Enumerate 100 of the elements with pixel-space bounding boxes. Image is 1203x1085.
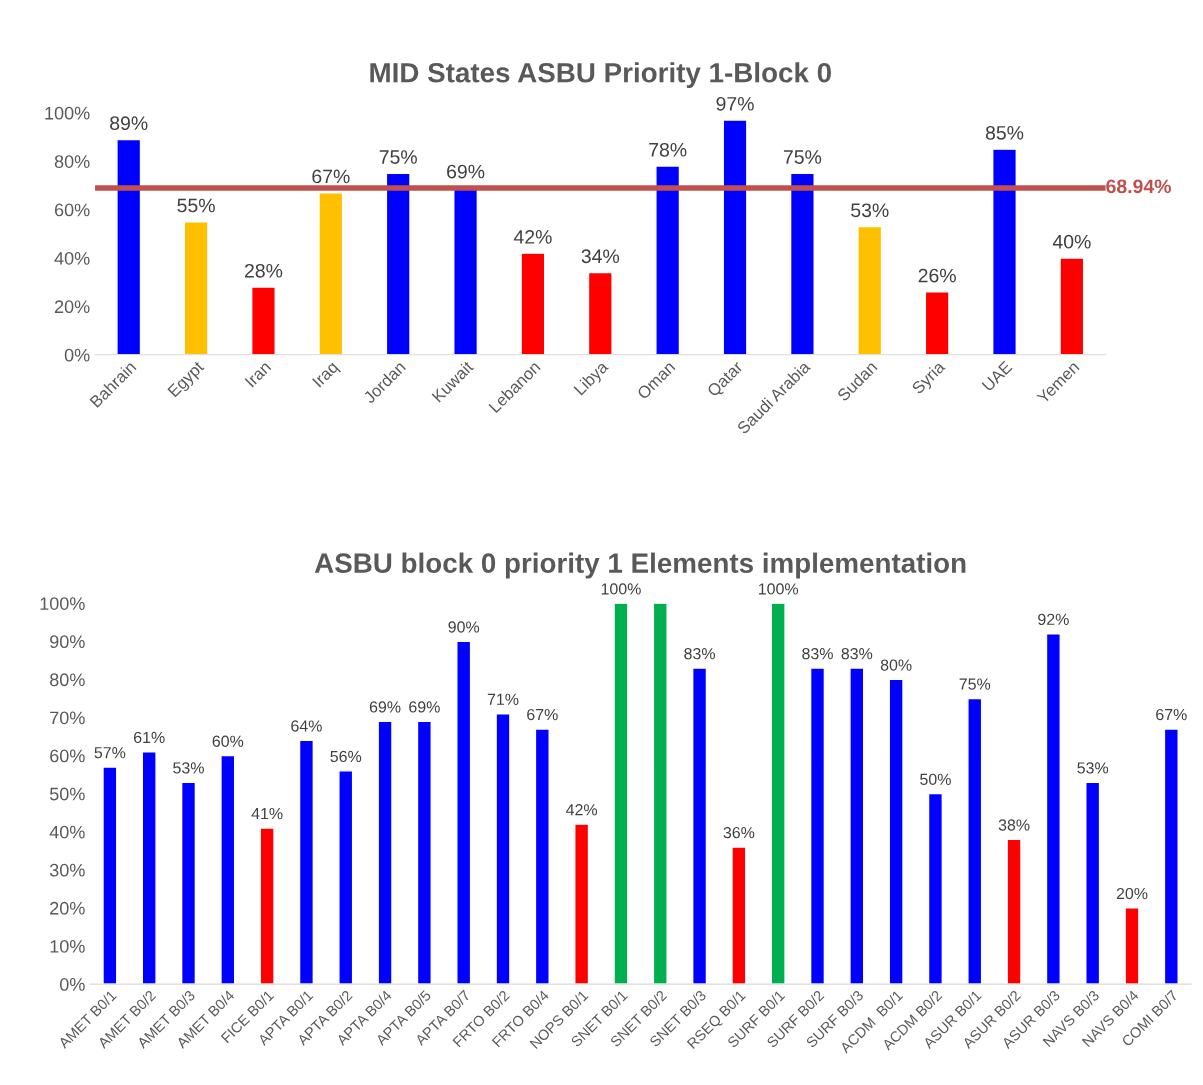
y-tick-label: 20% — [50, 901, 85, 915]
data-label: 53% — [1077, 762, 1109, 774]
data-label: 55% — [177, 198, 215, 213]
bar — [888, 678, 904, 985]
x-tick-label: Iran — [244, 360, 272, 388]
bar — [116, 138, 142, 355]
data-label: 64% — [291, 720, 322, 732]
bar — [1006, 838, 1022, 985]
data-label: 50% — [920, 773, 951, 785]
y-tick-label: 50% — [49, 787, 85, 801]
data-label: 78% — [649, 142, 687, 157]
data-label: 34% — [581, 249, 620, 264]
data-label: 100% — [601, 583, 641, 595]
bar — [141, 751, 157, 985]
bar — [655, 165, 681, 355]
bar — [731, 846, 747, 985]
bar — [613, 603, 629, 985]
data-label: 69% — [409, 701, 440, 713]
bar — [534, 728, 550, 985]
bar — [495, 713, 511, 985]
y-tick-label: 60% — [54, 203, 90, 217]
bar — [1085, 781, 1101, 985]
data-label: 60% — [212, 735, 244, 747]
data-label: 56% — [330, 750, 362, 763]
bar — [1124, 907, 1140, 985]
bar — [416, 720, 432, 985]
data-label: 53% — [851, 203, 889, 218]
bar — [691, 667, 708, 985]
bar — [809, 667, 826, 985]
data-label: 41% — [251, 808, 283, 820]
bar — [992, 148, 1017, 355]
data-label: 36% — [723, 826, 755, 839]
y-tick-label: 30% — [49, 863, 85, 877]
bar — [220, 754, 236, 985]
data-label: 80% — [880, 659, 912, 671]
data-label: 100% — [758, 583, 799, 595]
data-label: 75% — [959, 678, 991, 690]
data-label: 57% — [94, 747, 126, 759]
bar — [520, 252, 546, 355]
bar — [385, 172, 411, 355]
y-tick-label: 90% — [50, 635, 85, 649]
data-label: 85% — [985, 125, 1024, 140]
data-label: 67% — [312, 169, 350, 184]
ref-line-label: 68.94% — [1106, 179, 1171, 194]
bar — [770, 603, 786, 985]
data-label: 61% — [134, 731, 165, 744]
bar — [574, 823, 590, 985]
bar — [377, 720, 393, 985]
bar — [456, 640, 472, 985]
data-label: 69% — [447, 164, 485, 179]
y-tick-label: 10% — [50, 939, 85, 953]
y-tick-label: 0% — [59, 978, 85, 991]
data-label: 89% — [110, 116, 148, 131]
data-label: 90% — [448, 621, 480, 633]
data-label: 20% — [1116, 887, 1148, 900]
data-label: 28% — [244, 263, 283, 278]
bar — [1045, 633, 1061, 985]
y-tick-label: 60% — [50, 749, 85, 763]
bar — [722, 119, 748, 355]
y-tick-label: 70% — [50, 711, 85, 725]
chart-title: MID States ASBU Priority 1-Block 0 — [370, 62, 831, 89]
data-label: 67% — [1156, 708, 1187, 721]
data-label: 83% — [802, 647, 833, 660]
data-label: 75% — [379, 150, 417, 164]
x-tick-label: Iraq — [312, 360, 342, 390]
bar — [652, 603, 668, 985]
bar — [924, 291, 950, 355]
data-label: 71% — [487, 693, 519, 705]
data-label: 38% — [998, 819, 1030, 831]
bar — [250, 286, 276, 355]
y-tick-label: 20% — [54, 300, 90, 314]
y-tick-label: 100% — [40, 597, 85, 610]
bar — [180, 781, 197, 985]
bar — [857, 225, 883, 355]
data-label: 42% — [566, 804, 598, 816]
bar — [183, 221, 209, 355]
data-label: 83% — [841, 647, 873, 660]
data-label: 26% — [918, 268, 956, 283]
data-label: 53% — [173, 762, 204, 774]
data-label: 67% — [527, 708, 558, 721]
bar — [259, 827, 275, 985]
bar — [849, 667, 865, 985]
bar — [338, 770, 354, 985]
bar — [789, 172, 815, 355]
data-label: 83% — [684, 647, 715, 660]
bar — [318, 191, 344, 355]
y-tick-label: 0% — [64, 348, 90, 362]
data-label: 92% — [1038, 613, 1069, 626]
data-label: 42% — [513, 230, 552, 244]
bar — [587, 271, 613, 355]
y-tick-label: 40% — [49, 825, 85, 839]
y-tick-label: 100% — [45, 106, 90, 120]
bar — [102, 766, 118, 985]
data-label: 75% — [783, 150, 822, 164]
data-label: 40% — [1052, 234, 1091, 249]
chart-title: ASBU block 0 priority 1 Elements implementation — [314, 552, 966, 579]
y-tick-label: 80% — [54, 155, 90, 168]
data-label: 69% — [369, 701, 401, 713]
y-tick-label: 40% — [54, 251, 90, 265]
bar — [298, 739, 315, 985]
